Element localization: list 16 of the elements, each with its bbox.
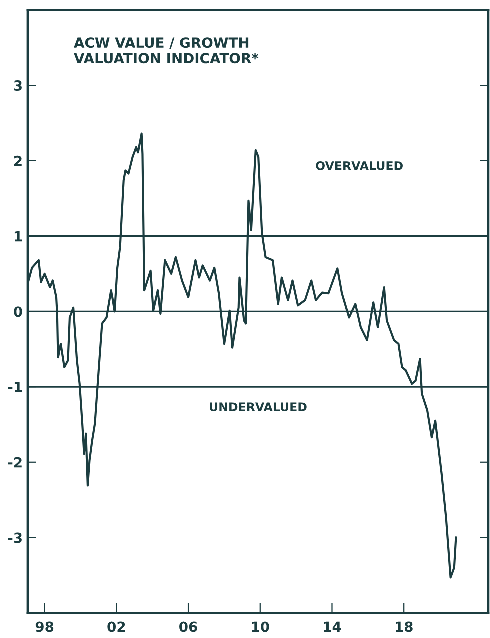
x-tick-label: 02 [108, 622, 126, 632]
x-tick-label: 10 [252, 622, 270, 632]
y-tick-label: -1 [8, 382, 22, 392]
x-tick-label: 18 [396, 622, 413, 632]
y-tick-label: -2 [8, 457, 22, 468]
x-tick-label: 06 [180, 622, 198, 632]
text: ACW VALUE / GROWTH VALUATION INDICATOR* [74, 38, 259, 64]
y-tick-label: 0 [14, 306, 22, 318]
x-tick-label: 14 [324, 622, 342, 632]
y-tick-label: 3 [14, 80, 22, 92]
annotation: OVERVALUED [316, 161, 403, 170]
y-tick-label: 1 [14, 231, 22, 242]
annotation: UNDERVALUED [210, 402, 307, 412]
y-tick-label: 2 [14, 156, 22, 166]
x-tick-label: 98 [36, 622, 54, 632]
y-tick-label: -3 [8, 532, 22, 544]
